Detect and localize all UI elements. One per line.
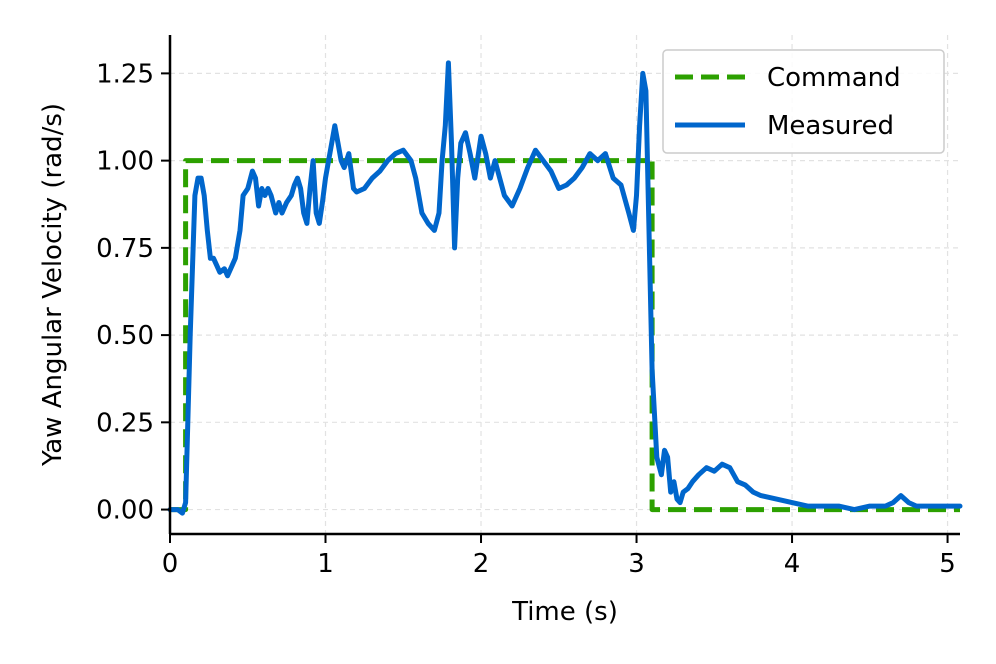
x-tick-label: 2 bbox=[473, 549, 490, 579]
axes: 0 1 2 3 4 5 0.00 0.25 0.50 0.75 1.00 1.25 Time (s) Ya… bbox=[38, 35, 960, 627]
series-line-measured bbox=[167, 60, 963, 516]
plot-area bbox=[167, 60, 963, 516]
y-tick-label: 1.00 bbox=[96, 147, 154, 177]
x-axis-title: Time (s) bbox=[511, 597, 618, 627]
x-tick-label: 5 bbox=[939, 549, 956, 579]
legend: Command Measured bbox=[662, 49, 945, 154]
y-tick-label: 0.25 bbox=[96, 408, 154, 438]
y-axis-title: Yaw Angular Velocity (rad/s) bbox=[38, 103, 68, 467]
y-tick-label: 1.25 bbox=[96, 59, 154, 89]
x-tick-label: 0 bbox=[162, 549, 179, 579]
legend-label: Command bbox=[767, 63, 901, 93]
x-tick-label: 1 bbox=[317, 549, 334, 579]
y-tick-label: 0.50 bbox=[96, 321, 154, 351]
x-tick-label: 3 bbox=[628, 549, 645, 579]
x-tick-label: 4 bbox=[784, 549, 801, 579]
y-tick-label: 0.75 bbox=[96, 234, 154, 264]
legend-label: Measured bbox=[767, 111, 894, 141]
y-tick-label: 0.00 bbox=[96, 496, 154, 526]
